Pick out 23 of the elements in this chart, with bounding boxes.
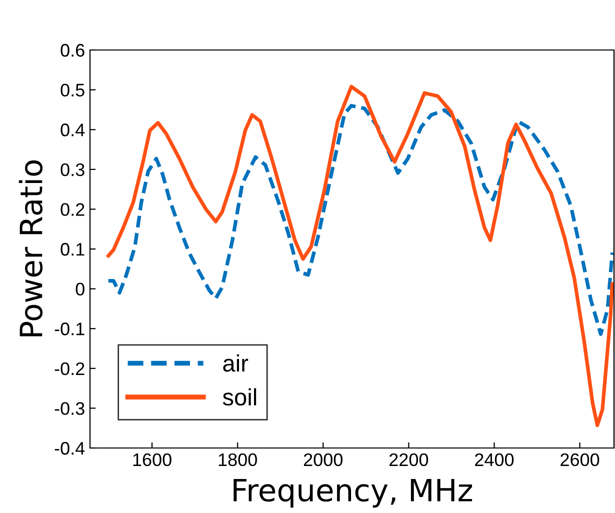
legend-label: air — [223, 354, 248, 372]
y-tick-label: -0.1 — [54, 322, 84, 336]
x-tick-label: 1600 — [133, 453, 172, 466]
y-tick-label: 0.4 — [60, 124, 85, 136]
y-tick-label: 0 — [76, 282, 84, 296]
y-tick-label: -0.4 — [54, 442, 85, 455]
x-tick-label: 2400 — [475, 453, 514, 466]
y-tick-label: -0.2 — [54, 362, 84, 376]
x-tick-label: 2000 — [304, 453, 343, 466]
x-tick-label: 2600 — [560, 453, 600, 466]
y-axis-title: Power Ratio — [18, 160, 43, 336]
x-tick-label: 1800 — [218, 453, 257, 466]
y-tick-label: 0.6 — [60, 44, 84, 57]
line-series — [106, 84, 614, 428]
legend-label: soil — [222, 388, 256, 406]
y-tick-label: 0.1 — [60, 242, 84, 256]
x-axis-title: Frequency, MHz — [234, 478, 472, 508]
y-tick-label: -0.3 — [54, 402, 84, 415]
y-tick-label: 0.3 — [60, 163, 84, 176]
y-tick-label: 0.5 — [60, 84, 84, 97]
line-series — [106, 104, 614, 336]
y-tick-label: 0.2 — [60, 203, 84, 216]
x-tick-label: 2200 — [390, 453, 428, 466]
